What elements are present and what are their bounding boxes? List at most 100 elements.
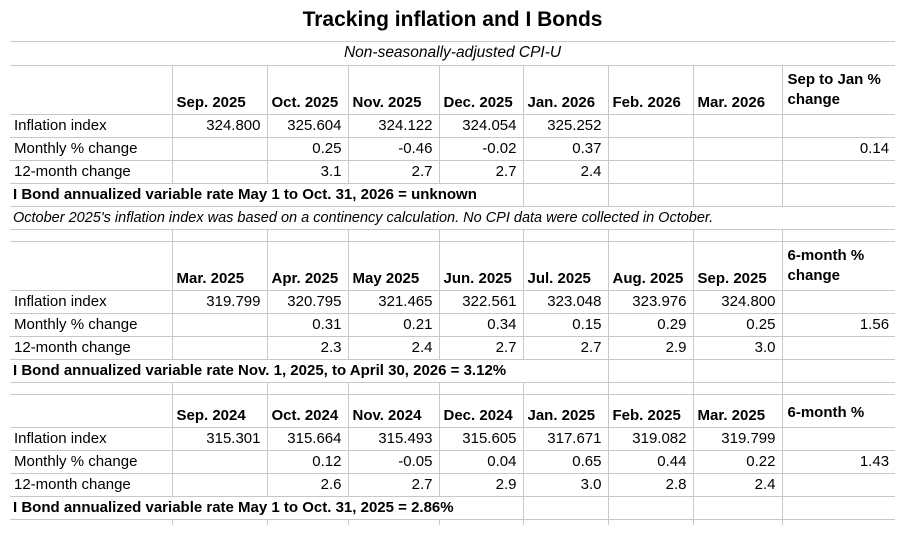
cell: 1.43	[781, 449, 896, 474]
cell: 324.122	[347, 113, 440, 138]
cell: 0.15	[522, 312, 609, 337]
data-row: 12-month change 2.6 2.7 2.9 3.0 2.8 2.4	[10, 472, 896, 497]
cell: 0.04	[438, 449, 524, 474]
column-header: Mar. 2025	[692, 393, 783, 428]
column-header: Jul. 2025	[522, 240, 609, 291]
cell: 324.800	[692, 289, 783, 314]
ibond-rate-row: I Bond annualized variable rate Nov. 1, …	[10, 358, 896, 383]
column-header: Sep to Jan % change	[781, 64, 896, 115]
spacer-cell	[438, 381, 524, 395]
cell	[781, 159, 896, 184]
data-row: 12-month change 3.1 2.7 2.7 2.4	[10, 159, 896, 184]
cell	[692, 182, 783, 207]
cell: 315.605	[438, 426, 524, 451]
cell: 3.0	[522, 472, 609, 497]
cell: 0.14	[781, 136, 896, 161]
corner-cell	[10, 393, 173, 428]
column-header: Jan. 2026	[522, 64, 609, 115]
cell: 315.493	[347, 426, 440, 451]
spacer-cell	[438, 228, 524, 242]
spacer-cell	[692, 518, 783, 525]
cell: 325.604	[266, 113, 349, 138]
cell: 323.976	[607, 289, 694, 314]
cell: 2.9	[438, 472, 524, 497]
column-header: Oct. 2025	[266, 64, 349, 115]
cell	[607, 358, 694, 383]
data-row: Monthly % change 0.12 -0.05 0.04 0.65 0.44 0.2…	[10, 449, 896, 474]
cell: 0.25	[266, 136, 349, 161]
cell: 3.0	[692, 335, 783, 360]
column-header: Nov. 2024	[347, 393, 440, 428]
data-row: Inflation index 319.799 320.795 321.465 322.…	[10, 289, 896, 314]
cell: 317.671	[522, 426, 609, 451]
cell: 2.6	[266, 472, 349, 497]
row-label: Inflation index	[10, 113, 173, 138]
cell: 319.799	[692, 426, 783, 451]
table-header-row: Sep. 2024 Oct. 2024 Nov. 2024 Dec. 2024 Jan.…	[10, 393, 896, 428]
cell: 2.4	[692, 472, 783, 497]
cell	[781, 472, 896, 497]
cell: -0.46	[347, 136, 440, 161]
cell	[692, 159, 783, 184]
cell: 0.65	[522, 449, 609, 474]
cell: 2.9	[607, 335, 694, 360]
cell	[171, 312, 268, 337]
cell: 0.44	[607, 449, 694, 474]
column-header: Jun. 2025	[438, 240, 524, 291]
cell	[781, 495, 896, 520]
spacer-cell	[171, 381, 268, 395]
spacer-cell	[171, 518, 268, 525]
cell: 2.7	[522, 335, 609, 360]
spacer-cell	[266, 381, 349, 395]
spacer-cell	[347, 518, 440, 525]
spacer-row	[10, 518, 896, 525]
cell: 325.252	[522, 113, 609, 138]
spacer-cell	[438, 518, 524, 525]
cell	[522, 182, 609, 207]
spacer-cell	[522, 381, 609, 395]
column-header: 6-month % change	[781, 240, 896, 291]
cell: 2.4	[347, 335, 440, 360]
cell: 315.301	[171, 426, 268, 451]
inflation-table: Tracking inflation and I Bonds Non-seaso…	[10, 0, 896, 525]
cell	[692, 495, 783, 520]
row-label: 12-month change	[10, 335, 173, 360]
ibond-rate-text: I Bond annualized variable rate May 1 to…	[10, 495, 524, 520]
spacer-cell	[10, 381, 173, 395]
cell: 322.561	[438, 289, 524, 314]
subtitle-row: Non-seasonally-adjusted CPI-U	[10, 40, 896, 66]
row-label: Monthly % change	[10, 136, 173, 161]
row-label: 12-month change	[10, 159, 173, 184]
spacer-row	[10, 228, 896, 242]
row-label: Monthly % change	[10, 449, 173, 474]
footnote-text: October 2025's inflation index was based…	[10, 205, 896, 230]
page-title: Tracking inflation and I Bonds	[10, 0, 896, 42]
cell	[781, 289, 896, 314]
column-header: Dec. 2024	[438, 393, 524, 428]
corner-cell	[10, 240, 173, 291]
spacer-cell	[10, 518, 173, 525]
row-label: Inflation index	[10, 426, 173, 451]
spacer-row	[10, 381, 896, 395]
cell: 315.664	[266, 426, 349, 451]
data-row: Inflation index 315.301 315.664 315.493 315.…	[10, 426, 896, 451]
data-row: Monthly % change 0.31 0.21 0.34 0.15 0.29 0.25…	[10, 312, 896, 337]
spacer-cell	[522, 228, 609, 242]
cell: 3.1	[266, 159, 349, 184]
cell: 319.082	[607, 426, 694, 451]
cell: 323.048	[522, 289, 609, 314]
cell	[607, 182, 694, 207]
column-header: Nov. 2025	[347, 64, 440, 115]
spacer-cell	[347, 228, 440, 242]
column-header: 6-month %	[781, 393, 896, 428]
column-header: Sep. 2024	[171, 393, 268, 428]
spacer-cell	[10, 228, 173, 242]
cell	[692, 358, 783, 383]
cell: 2.4	[522, 159, 609, 184]
cell	[607, 159, 694, 184]
cell	[171, 136, 268, 161]
column-header: May 2025	[347, 240, 440, 291]
cell	[522, 495, 609, 520]
page-subtitle: Non-seasonally-adjusted CPI-U	[10, 40, 896, 66]
spacer-cell	[171, 228, 268, 242]
